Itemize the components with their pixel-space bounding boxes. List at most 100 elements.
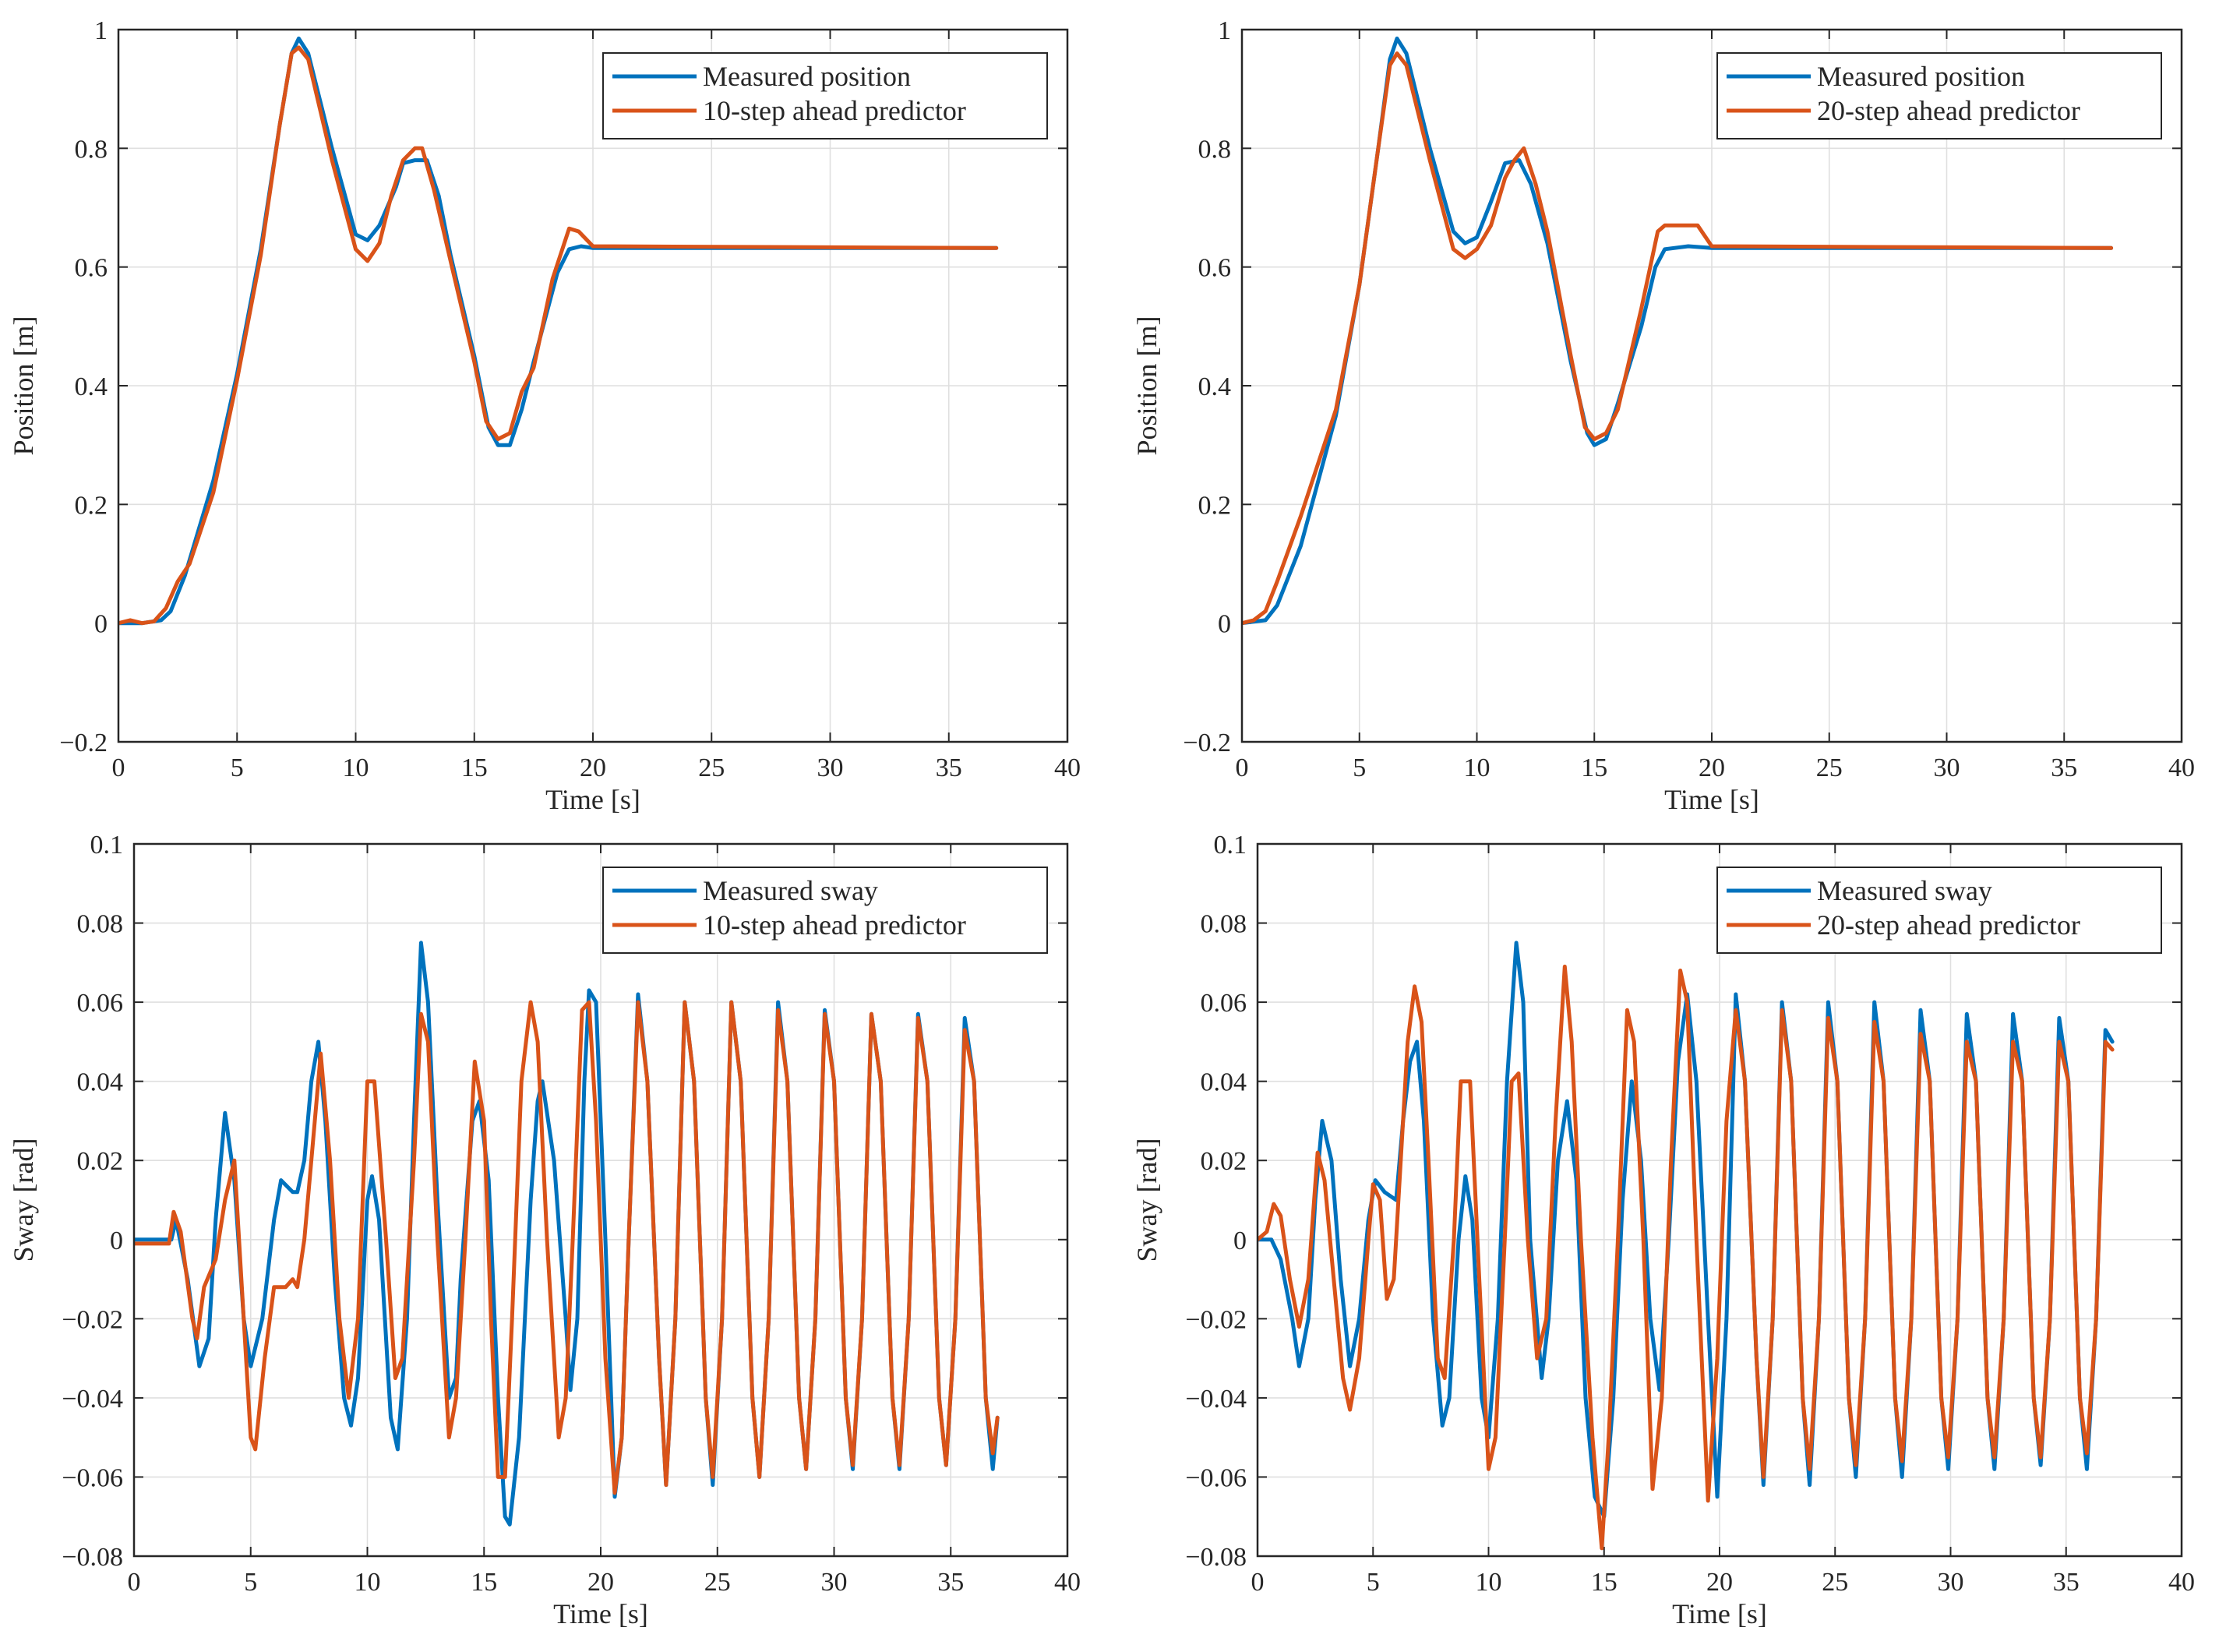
y-tick-label: 0	[94, 610, 108, 639]
legend-box	[1716, 52, 2162, 139]
x-tick-label: 35	[2053, 1568, 2080, 1597]
x-tick-label: 15	[461, 754, 488, 782]
y-tick-label: −0.02	[62, 1305, 123, 1334]
legend-label: 20-step ahead predictor	[1817, 909, 2080, 941]
x-tick-label: 35	[2051, 754, 2077, 782]
x-tick-label: 5	[1367, 1568, 1380, 1597]
predictor-series-line	[134, 1000, 1000, 1495]
y-tick-label: 0.4	[1198, 372, 1232, 401]
y-axis-label: Sway [rad]	[1131, 1138, 1162, 1262]
y-tick-label: 0.6	[75, 254, 108, 283]
y-axis-label: Position [m]	[1131, 316, 1162, 455]
x-tick-label: 5	[244, 1568, 257, 1597]
legend-label: Measured sway	[703, 875, 878, 906]
x-axis-label: Time [s]	[553, 1598, 648, 1629]
y-tick-label: 0.08	[77, 910, 124, 939]
chart-sway-10-step: 0 5 10 15 20 25 30 35 40 −0.08 −0.06 −0.04 −0.02 0 0.0…	[8, 831, 1081, 1629]
x-tick-label: 40	[2168, 1568, 2195, 1597]
x-tick-label: 15	[1591, 1568, 1618, 1597]
y-axis-label: Position [m]	[8, 316, 39, 455]
x-tick-label: 30	[821, 1568, 848, 1597]
axes-box	[132, 842, 1069, 1558]
x-tick-label: 40	[1054, 754, 1081, 782]
y-tick-label: 0.2	[1198, 491, 1232, 520]
y-tick-label: 0.8	[1198, 135, 1232, 164]
y-tick-label: 0	[1233, 1227, 1247, 1255]
y-tick-label: −0.06	[1185, 1463, 1247, 1492]
y-tick-label: 0.02	[77, 1147, 124, 1176]
predictor-series-line	[118, 45, 999, 626]
x-tick-label: 20	[587, 1568, 614, 1597]
y-tick-label: 0	[1218, 610, 1231, 639]
legend-box	[602, 867, 1048, 954]
legend-box	[602, 52, 1048, 139]
legend-label: Measured position	[1817, 61, 2025, 92]
y-tick-label: 0.06	[77, 989, 124, 1018]
x-tick-label: 35	[937, 1568, 964, 1597]
y-tick-label: 0.2	[75, 491, 108, 520]
x-tick-label: 40	[1054, 1568, 1081, 1597]
x-tick-label: 35	[936, 754, 962, 782]
legend-label: Measured position	[703, 61, 911, 92]
y-tick-label: −0.06	[62, 1463, 123, 1492]
y-tick-label: 0.06	[1201, 989, 1247, 1018]
x-tick-label: 15	[471, 1568, 497, 1597]
x-tick-label: 15	[1581, 754, 1607, 782]
y-tick-label: 0.1	[90, 831, 124, 860]
y-tick-label: 1	[94, 16, 108, 45]
x-tick-label: 25	[1816, 754, 1843, 782]
y-tick-label: 0.08	[1201, 910, 1247, 939]
y-tick-label: −0.02	[1185, 1305, 1247, 1334]
x-tick-label: 20	[580, 754, 606, 782]
x-tick-label: 30	[1934, 754, 1960, 782]
y-tick-label: 0.4	[75, 372, 108, 401]
axes-box	[1240, 28, 2183, 743]
x-tick-label: 40	[2168, 754, 2195, 782]
x-tick-label: 5	[231, 754, 244, 782]
x-tick-label: 25	[1822, 1568, 1848, 1597]
x-tick-label: 10	[1464, 754, 1491, 782]
x-axis-label: Time [s]	[1672, 1598, 1767, 1629]
legend-label: 20-step ahead predictor	[1817, 95, 2080, 126]
x-tick-label: 5	[1353, 754, 1366, 782]
x-tick-label: 0	[1236, 754, 1249, 782]
y-tick-label: 0.04	[77, 1068, 124, 1097]
x-tick-label: 30	[817, 754, 844, 782]
y-tick-label: 0	[110, 1227, 123, 1255]
axes-box	[1256, 842, 2183, 1558]
y-tick-label: −0.04	[62, 1385, 123, 1414]
x-tick-label: 30	[1938, 1568, 1964, 1597]
axes-box	[117, 28, 1069, 743]
x-tick-label: 20	[1699, 754, 1725, 782]
y-tick-label: −0.2	[59, 729, 108, 757]
chart-sway-20-step: 0 5 10 15 20 25 30 35 40 −0.08 −0.06 −0.04 −0.02 0 0.0…	[1131, 831, 2195, 1629]
x-tick-label: 10	[343, 754, 369, 782]
legend-box	[1716, 867, 2162, 954]
y-tick-label: 0.8	[75, 135, 108, 164]
y-tick-label: −0.08	[1185, 1543, 1247, 1572]
x-tick-label: 25	[704, 1568, 731, 1597]
y-tick-label: 1	[1218, 16, 1231, 45]
y-tick-label: −0.08	[62, 1543, 123, 1572]
x-tick-label: 20	[1706, 1568, 1733, 1597]
y-tick-label: 0.04	[1201, 1068, 1247, 1097]
x-tick-label: 10	[1476, 1568, 1502, 1597]
x-tick-label: 0	[128, 1568, 141, 1597]
x-axis-label: Time [s]	[545, 784, 640, 815]
y-tick-label: 0.6	[1198, 254, 1232, 283]
x-tick-label: 25	[698, 754, 725, 782]
x-tick-label: 0	[1251, 1568, 1265, 1597]
x-tick-label: 0	[112, 754, 125, 782]
legend-label: 10-step ahead predictor	[703, 95, 966, 126]
predictor-series-line	[1258, 964, 2115, 1551]
legend-label: 10-step ahead predictor	[703, 909, 966, 941]
y-axis-label: Sway [rad]	[8, 1138, 39, 1262]
y-tick-label: −0.04	[1185, 1385, 1247, 1414]
